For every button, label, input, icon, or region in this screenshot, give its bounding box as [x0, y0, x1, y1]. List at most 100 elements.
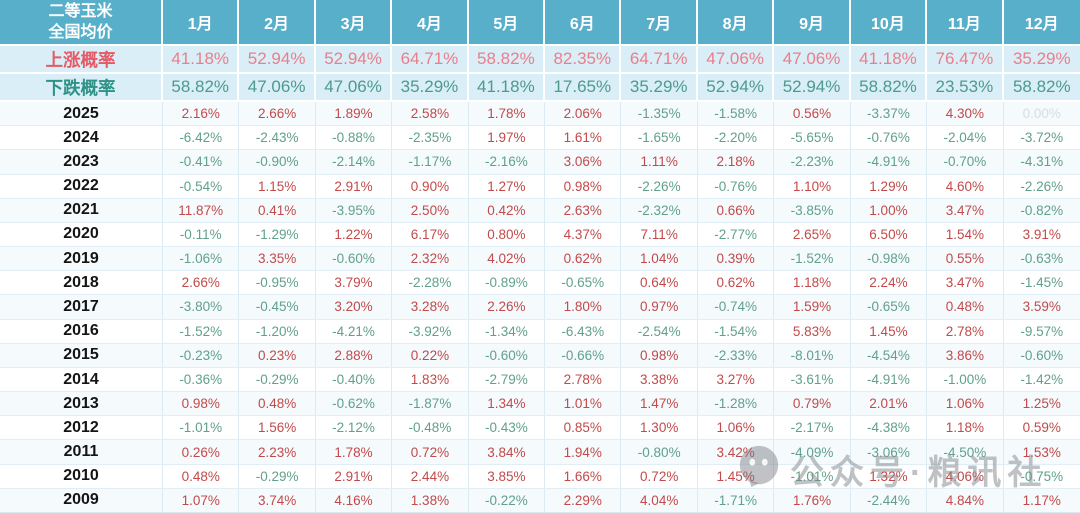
table-header-row: 二等玉米 全国均价 1月 2月 3月 4月 5月 6月 7月 8月 9月 10月 11月 12月 [0, 0, 1080, 46]
month-header-cell: 3月 [316, 0, 393, 44]
value-cell: -0.82% [1020, 202, 1064, 218]
probability-value-cell: 52.94% [774, 74, 851, 100]
year-row-2021: 2021 11.87% 0.41% -3.95% 2.50% 0.42% 2.63% -2.3… [0, 198, 1080, 223]
value-cell: -3.95% [316, 198, 393, 222]
value-cell: 3.27% [698, 367, 775, 392]
year-label: 2009 [0, 488, 163, 512]
probability-down-row: 下跌概率 58.82% 47.06% 47.06% 35.29% 41.18% 17.65%… [0, 74, 1080, 102]
value-cell: 3.35% [239, 247, 316, 271]
value-cell: 3.28% [392, 295, 469, 319]
value-cell: -1.45% [1020, 275, 1064, 291]
value-cell: -1.52% [163, 319, 240, 343]
probability-up-label: 上涨概率 [0, 46, 163, 72]
value-cell: -1.29% [239, 222, 316, 247]
value-cell: 0.90% [392, 174, 469, 198]
value-cell: 2.50% [392, 198, 469, 222]
value-cell: -1.52% [774, 247, 851, 271]
value-cell: 1.83% [392, 367, 469, 392]
year-row-2016: 2016 -1.52% -1.20% -4.21% -3.92% -1.34% -6.43%… [0, 319, 1080, 344]
value-cell: 2.63% [545, 198, 622, 222]
value-cell: -1.58% [698, 102, 775, 126]
value-cell: 1.29% [851, 174, 928, 198]
value-cell: -0.43% [469, 416, 546, 440]
value-cell: 1.78% [316, 440, 393, 464]
value-cell: -0.76% [851, 126, 928, 150]
value-cell: 3.79% [316, 271, 393, 295]
value-cell: -0.95% [239, 271, 316, 295]
month-header-cell: 12月 [1024, 16, 1059, 33]
value-cell: -0.11% [163, 222, 240, 247]
value-cell: -0.76% [698, 174, 775, 198]
probability-value-cell: 58.82% [851, 74, 928, 100]
probability-value-cell: 41.18% [163, 46, 240, 72]
value-cell: -2.33% [698, 343, 775, 367]
corner-header: 二等玉米 全国均价 [0, 0, 163, 44]
month-header-cell: 2月 [239, 0, 316, 44]
value-cell: 1.15% [239, 174, 316, 198]
value-cell: 4.37% [545, 222, 622, 247]
probability-value-cell: 41.18% [469, 74, 546, 100]
month-header-cell: 5月 [469, 0, 546, 44]
value-cell: -0.74% [698, 295, 775, 319]
value-cell: -2.17% [774, 416, 851, 440]
probability-value-cell: 58.82% [1012, 77, 1071, 96]
probability-value-cell: 47.06% [774, 46, 851, 72]
probability-value-cell: 35.29% [1012, 49, 1071, 68]
probability-value-cell: 52.94% [316, 46, 393, 72]
value-cell: -4.09% [774, 440, 851, 464]
value-cell: -0.66% [545, 343, 622, 367]
value-cell: 6.17% [392, 222, 469, 247]
value-cell: -3.06% [851, 440, 928, 464]
year-row-2009: 2009 1.07% 3.74% 4.16% 1.38% -0.22% 2.29% 4.04%… [0, 488, 1080, 513]
year-row-2023: 2023 -0.41% -0.90% -2.14% -1.17% -2.16% 3.06% 1… [0, 150, 1080, 175]
value-cell: 1.04% [621, 247, 698, 271]
value-cell: 3.20% [316, 295, 393, 319]
value-cell: 1.97% [469, 126, 546, 150]
value-cell: 1.32% [851, 464, 928, 488]
value-cell: 0.98% [545, 174, 622, 198]
value-cell: -3.72% [1020, 130, 1064, 146]
value-cell: 2.16% [163, 102, 240, 126]
probability-value-cell: 52.94% [239, 46, 316, 72]
year-label: 2012 [0, 416, 163, 440]
year-row-2012: 2012 -1.01% 1.56% -2.12% -0.48% -0.43% 0.85% 1.… [0, 416, 1080, 441]
value-cell: -4.91% [851, 150, 928, 174]
value-cell: 0.48% [239, 392, 316, 416]
year-row-2024: 2024 -6.42% -2.43% -0.88% -2.35% 1.97% 1.61% -1… [0, 126, 1080, 151]
value-cell: 1.61% [545, 126, 622, 150]
value-cell: 0.41% [239, 198, 316, 222]
value-cell: -4.54% [851, 343, 928, 367]
probability-value-cell: 64.71% [621, 46, 698, 72]
value-cell: 0.80% [469, 222, 546, 247]
value-cell: 0.64% [621, 271, 698, 295]
value-cell: -8.01% [774, 343, 851, 367]
value-cell: -0.29% [239, 464, 316, 488]
value-cell: 4.04% [621, 488, 698, 512]
month-header-cell: 4月 [392, 0, 469, 44]
probability-value-cell: 76.47% [927, 46, 1004, 72]
year-label: 2014 [0, 367, 163, 392]
value-cell: -0.60% [1020, 347, 1064, 363]
value-cell: 2.24% [851, 271, 928, 295]
value-cell: 1.94% [545, 440, 622, 464]
value-cell: -4.31% [1020, 154, 1064, 170]
month-header-cell: 9月 [774, 0, 851, 44]
value-cell: -2.26% [1020, 178, 1064, 194]
value-cell: -1.17% [392, 150, 469, 174]
value-cell: 0.62% [545, 247, 622, 271]
value-cell: -1.20% [239, 319, 316, 343]
value-cell: -2.26% [621, 174, 698, 198]
year-row-2025: 2025 2.16% 2.66% 1.89% 2.58% 1.78% 2.06% -1.35%… [0, 102, 1080, 127]
value-cell: 1.45% [851, 319, 928, 343]
probability-value-cell: 58.82% [163, 74, 240, 100]
value-cell: 11.87% [163, 198, 240, 222]
year-label: 2025 [0, 102, 163, 126]
year-row-2022: 2022 -0.54% 1.15% 2.91% 0.90% 1.27% 0.98% -2.26… [0, 174, 1080, 199]
value-cell: 0.85% [545, 416, 622, 440]
value-cell: -0.36% [163, 367, 240, 392]
value-cell: -1.34% [469, 319, 546, 343]
year-label: 2013 [0, 392, 163, 416]
value-cell: -2.35% [392, 126, 469, 150]
value-cell: 3.84% [469, 440, 546, 464]
value-cell: 2.58% [392, 102, 469, 126]
